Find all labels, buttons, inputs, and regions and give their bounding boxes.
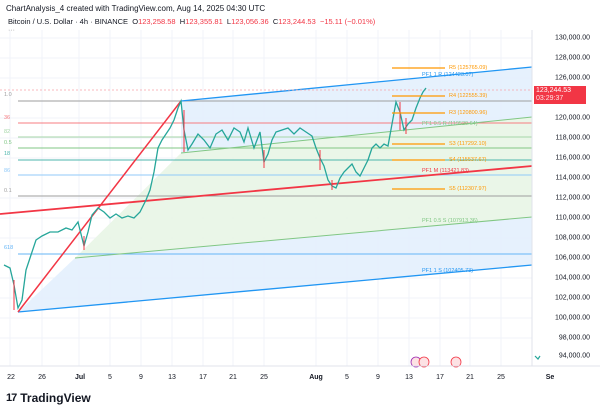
pitchfork-upper-fill <box>181 67 532 153</box>
fib-lines <box>18 100 532 255</box>
pitchfork-handle <box>17 100 182 313</box>
fib-label: 18 <box>4 151 11 157</box>
brand-name: TradingView <box>20 391 91 405</box>
tradingview-logo-icon: 17 <box>6 392 17 404</box>
down-candles <box>13 102 407 310</box>
fib-label: 36 <box>4 115 11 121</box>
fib-label: 82 <box>4 129 11 135</box>
fib-label: 618 <box>4 245 14 251</box>
symbol-legend: Bitcoin / U.S. Dollar · 4h · BINANCE O12… <box>8 17 376 34</box>
pitchfork-lower-fill <box>18 217 532 312</box>
pivot-s5-label: S5 (112307.97) <box>449 186 487 192</box>
high-value: 123,355.81 <box>185 17 223 26</box>
pf-median-label: PF1 M (113421.83) <box>422 168 469 174</box>
low-value: 123,056.36 <box>231 17 269 26</box>
pitchfork-median-line <box>0 165 533 215</box>
last-price-tag: 123,244.53 03:29:37 <box>534 86 586 104</box>
pf-1r-label: PF1 1 R (124423.07) <box>422 72 474 78</box>
pitchfork-half-lower <box>74 216 533 259</box>
pivot-s4-label: S4 (115537.67) <box>449 157 487 163</box>
open-value: 123,258.58 <box>138 17 176 26</box>
symbol-name[interactable]: Bitcoin / U.S. Dollar · 4h · BINANCE <box>8 17 129 26</box>
change-value: −15.11 (−0.01%) <box>319 17 376 26</box>
tradingview-brand[interactable]: 17 TradingView <box>6 391 91 405</box>
more-icon[interactable]: ··· <box>8 27 15 34</box>
fib-label: 0.1 <box>4 188 12 194</box>
fib-label: 1.0 <box>4 92 12 98</box>
pitchfork-half-upper <box>180 116 533 154</box>
pitchfork-lower-line <box>17 264 533 313</box>
price-series <box>3 87 427 311</box>
fib-label: 0.5 <box>4 140 12 146</box>
pivot-r4-label: R4 (122555.39) <box>449 93 488 99</box>
pivot-s3-label: S3 (117292.10) <box>449 141 487 147</box>
pf-1s-label: PF1 1 S (102405.73) <box>422 268 474 274</box>
fib-label: 86 <box>4 168 11 174</box>
pivot-lines <box>392 67 445 190</box>
pf-05s-label: PF1 0.5 S (107913.36) <box>422 218 478 224</box>
pitchfork-upper-line <box>180 66 533 102</box>
chart-credit: ChartAnalysis_4 created with TradingView… <box>6 4 266 13</box>
pivot-r5-label: R5 (125765.09) <box>449 65 488 71</box>
close-value: 123,244.53 <box>278 17 316 26</box>
pf-05r-label: PF1 0.5 R (119520.64) <box>422 121 478 127</box>
event-icons <box>410 355 541 368</box>
pivot-r3-label: R3 (120800.96) <box>449 110 488 116</box>
